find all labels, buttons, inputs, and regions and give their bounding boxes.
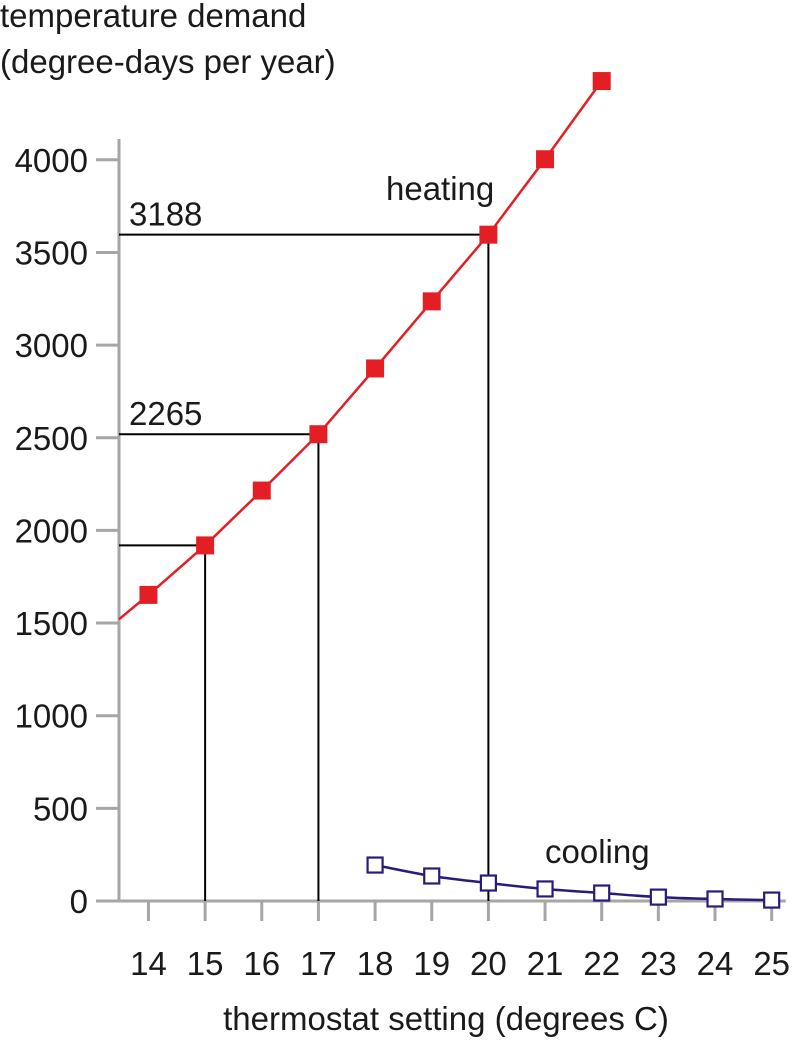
guide-lines: 2265 3188 <box>119 196 490 901</box>
y-tick-label: 2500 <box>15 420 88 457</box>
x-tick-label: 23 <box>640 945 677 982</box>
y-tick-label: 1500 <box>15 605 88 642</box>
heating-data-point <box>139 585 158 604</box>
heating-data-point <box>366 359 385 378</box>
x-tick-label: 25 <box>753 945 790 982</box>
x-tick-label: 16 <box>243 945 280 982</box>
x-tick-label: 24 <box>697 945 734 982</box>
guide-value-label: 3188 <box>129 196 202 233</box>
y-axis-title-line-1: temperature demand <box>0 0 306 34</box>
y-tick-label: 1000 <box>15 698 88 735</box>
x-tick-label: 21 <box>527 945 564 982</box>
x-tick-label: 22 <box>583 945 620 982</box>
heating-data-point <box>196 536 215 555</box>
x-axis-tick-labels: 14 15 16 17 18 19 20 21 22 23 24 25 <box>130 945 790 982</box>
cooling-data-point <box>649 888 667 906</box>
heating-data-point <box>479 225 498 244</box>
heating-data-point <box>309 425 328 444</box>
axes <box>96 139 786 921</box>
cooling-series-label: cooling <box>545 833 650 870</box>
y-tick-label: 0 <box>70 883 88 920</box>
x-tick-label: 17 <box>300 945 337 982</box>
x-tick-label: 15 <box>187 945 224 982</box>
cooling-data-point <box>593 884 611 902</box>
cooling-data-point <box>763 891 781 909</box>
y-axis-title-line-2: (degree-days per year) <box>0 43 336 80</box>
cooling-data-point <box>536 880 554 898</box>
x-tick-label: 19 <box>413 945 450 982</box>
heating-data-point <box>592 72 611 91</box>
heating-data-point <box>252 481 271 500</box>
y-tick-label: 3000 <box>15 327 88 364</box>
x-tick-label: 18 <box>357 945 394 982</box>
x-tick-label: 20 <box>470 945 507 982</box>
series-markers <box>139 72 781 909</box>
x-tick-label: 14 <box>130 945 167 982</box>
y-tick-label: 2000 <box>15 512 88 549</box>
cooling-data-point <box>366 856 384 874</box>
guide-value-label: 2265 <box>129 395 202 432</box>
cooling-data-point <box>479 874 497 892</box>
cooling-data-point <box>706 890 724 908</box>
y-tick-label: 500 <box>33 790 88 827</box>
heating-series-line <box>118 80 603 621</box>
heating-series-label: heating <box>386 170 494 207</box>
heating-data-point <box>422 292 441 311</box>
y-tick-label: 4000 <box>15 142 88 179</box>
cooling-data-point <box>423 867 441 885</box>
y-tick-label: 3500 <box>15 234 88 271</box>
x-axis-title: thermostat setting (degrees C) <box>223 1000 669 1037</box>
y-axis-tick-labels: 0 500 1000 1500 2000 2500 3000 3500 4000 <box>15 142 88 920</box>
heating-data-point <box>536 150 555 169</box>
